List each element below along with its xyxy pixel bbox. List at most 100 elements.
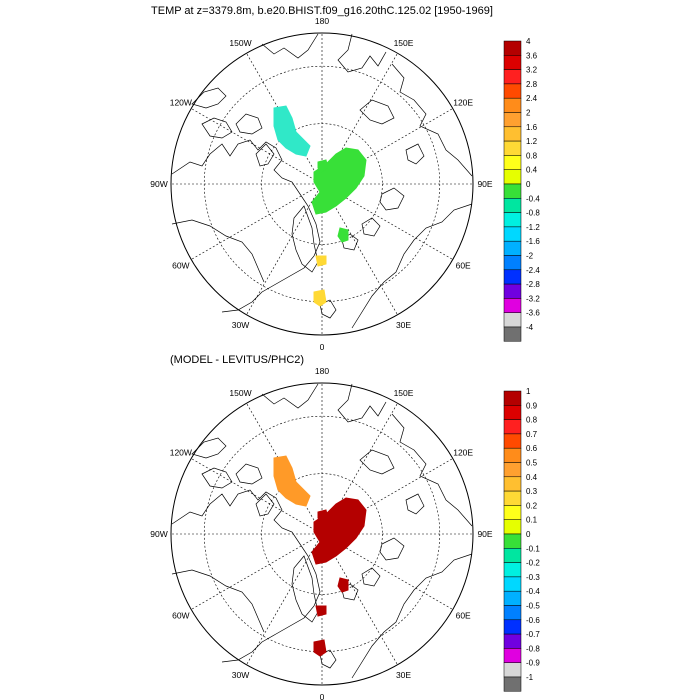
colorbar-swatch bbox=[503, 226, 522, 242]
lon-label: 0 bbox=[320, 692, 325, 700]
coastline-segment bbox=[235, 463, 263, 485]
lon-label: 30E bbox=[396, 320, 411, 330]
field-region-atlantic bbox=[315, 255, 327, 267]
coastline-segment bbox=[201, 467, 233, 489]
polar-map: 180 150E 120E 90E 60E 30E 0 30W 60W 90W 120W 150W bbox=[150, 366, 493, 700]
coastline-segment bbox=[291, 205, 319, 273]
colorbar-tick-label: -2 bbox=[526, 252, 534, 261]
colorbar: 4 3.6 3.2 2.8 2.4 2 1.6 1.2 0.8 0.4 0 -0.4 -0.8 -1.2 -… bbox=[503, 37, 540, 342]
field-region-greenland-sea bbox=[337, 577, 349, 593]
colorbar: 1 0.9 0.8 0.7 0.6 0.5 0.4 0.3 0.2 0.1 0 -0.1 -0.2 -0.… bbox=[503, 387, 540, 692]
coastline-segment bbox=[291, 555, 319, 623]
field-region-canada-basin bbox=[273, 455, 311, 507]
lon-label: 150E bbox=[394, 388, 414, 398]
colorbar-tick-label: 0.2 bbox=[526, 501, 538, 510]
colorbar-tick-label: 0.4 bbox=[526, 166, 538, 175]
lon-label: 150W bbox=[229, 38, 251, 48]
colorbar-tick-label: -1.2 bbox=[526, 223, 540, 232]
polar-map: 180 150E 120E 90E 60E 30E 0 30W 60W 90W 120W 150W bbox=[150, 16, 493, 352]
lon-label: 180 bbox=[315, 366, 329, 376]
coastline-segment bbox=[361, 567, 381, 587]
colorbar-swatch bbox=[503, 212, 522, 228]
field-region-atlantic bbox=[313, 289, 327, 307]
colorbar-tick-label: -0.4 bbox=[526, 194, 540, 203]
colorbar-tick-label: 3.6 bbox=[526, 51, 538, 60]
colorbar-swatch bbox=[503, 283, 522, 299]
colorbar-swatch bbox=[503, 255, 522, 271]
colorbar-swatch bbox=[503, 126, 522, 142]
coastline-segment bbox=[391, 413, 473, 527]
coastline-segment bbox=[351, 203, 473, 329]
lon-label: 60W bbox=[172, 611, 189, 621]
colorbar-swatch bbox=[503, 648, 522, 663]
colorbar-swatch bbox=[503, 83, 522, 99]
lon-label: 180 bbox=[315, 16, 329, 26]
field-region-atlantic bbox=[313, 639, 327, 657]
coastline-segment bbox=[341, 233, 359, 251]
colorbar-tick-label: 0.8 bbox=[526, 416, 538, 425]
coastline-segment bbox=[171, 489, 321, 663]
colorbar-tick-label: 0 bbox=[526, 530, 531, 539]
coastline-segment bbox=[319, 299, 337, 319]
colorbar-swatch bbox=[503, 548, 522, 563]
coastline-segment bbox=[337, 383, 387, 423]
coastline-segment bbox=[261, 383, 319, 409]
coastline-segment bbox=[261, 33, 319, 59]
meridian-line bbox=[191, 533, 323, 610]
coastline-segment bbox=[391, 63, 473, 177]
colorbar-tick-label: 0.3 bbox=[526, 487, 538, 496]
colorbar-tick-label: 1.6 bbox=[526, 123, 538, 132]
colorbar-swatch bbox=[503, 676, 522, 692]
coastline-segment bbox=[351, 553, 473, 679]
coastline-segment bbox=[255, 493, 275, 517]
colorbar-tick-label: 0.8 bbox=[526, 151, 538, 160]
colorbar-tick-label: 2 bbox=[526, 109, 531, 118]
lon-label: 90W bbox=[150, 179, 167, 189]
coastline-segment bbox=[191, 87, 227, 109]
coastline bbox=[171, 33, 473, 329]
colorbar-tick-label: 0.4 bbox=[526, 473, 538, 482]
coastline-segment bbox=[255, 143, 275, 167]
colorbar-tick-label: 0.1 bbox=[526, 516, 538, 525]
coastline-segment bbox=[341, 583, 359, 601]
colorbar-tick-label: 1 bbox=[526, 387, 531, 396]
colorbar-swatch bbox=[503, 619, 522, 635]
coastline-segment bbox=[191, 437, 227, 459]
lon-label: 150W bbox=[229, 388, 251, 398]
colorbar-swatch bbox=[503, 183, 522, 199]
coastline-segment bbox=[379, 187, 405, 211]
field-region-atlantic bbox=[315, 605, 327, 617]
coastline-segment bbox=[171, 569, 265, 633]
colorbar-swatch bbox=[503, 533, 522, 549]
colorbar-swatch bbox=[503, 519, 522, 535]
colorbar-swatch bbox=[503, 298, 522, 313]
colorbar-swatch bbox=[503, 240, 522, 256]
field-region-greenland-sea bbox=[337, 227, 349, 243]
colorbar-swatch bbox=[503, 605, 522, 621]
meridian-line bbox=[191, 108, 323, 185]
colorbar-swatch bbox=[503, 433, 522, 449]
colorbar-swatch bbox=[503, 662, 522, 678]
colorbar-swatch bbox=[503, 112, 522, 128]
colorbar-swatch bbox=[503, 476, 522, 492]
colorbar-tick-label: 0.7 bbox=[526, 430, 538, 439]
meridian-line bbox=[246, 53, 323, 185]
colorbar-swatch bbox=[503, 169, 522, 185]
lon-label: 0 bbox=[320, 342, 325, 352]
coastline-segment bbox=[379, 537, 405, 561]
meridian-line bbox=[191, 183, 323, 260]
field-region-canada-basin bbox=[273, 105, 311, 157]
longitude-labels: 180 150E 120E 90E 60E 30E 0 30W 60W 90W 120W 150W bbox=[150, 16, 493, 352]
lon-label: 90E bbox=[477, 529, 492, 539]
lon-label: 120E bbox=[453, 98, 473, 108]
colorbar-swatch bbox=[503, 490, 522, 506]
lon-label: 120W bbox=[170, 98, 192, 108]
lon-label: 30E bbox=[396, 670, 411, 680]
colorbar-tick-label: -0.5 bbox=[526, 602, 540, 611]
coastline-segment bbox=[171, 139, 321, 313]
colorbar-tick-label: -1 bbox=[526, 673, 534, 682]
meridian-line bbox=[246, 183, 323, 315]
colorbar-swatch bbox=[503, 505, 522, 520]
map-panel-top: TEMP at z=3379.8m, b.e20.BHIST.f09_g16.2… bbox=[150, 5, 540, 352]
colorbar-swatch bbox=[503, 55, 522, 70]
